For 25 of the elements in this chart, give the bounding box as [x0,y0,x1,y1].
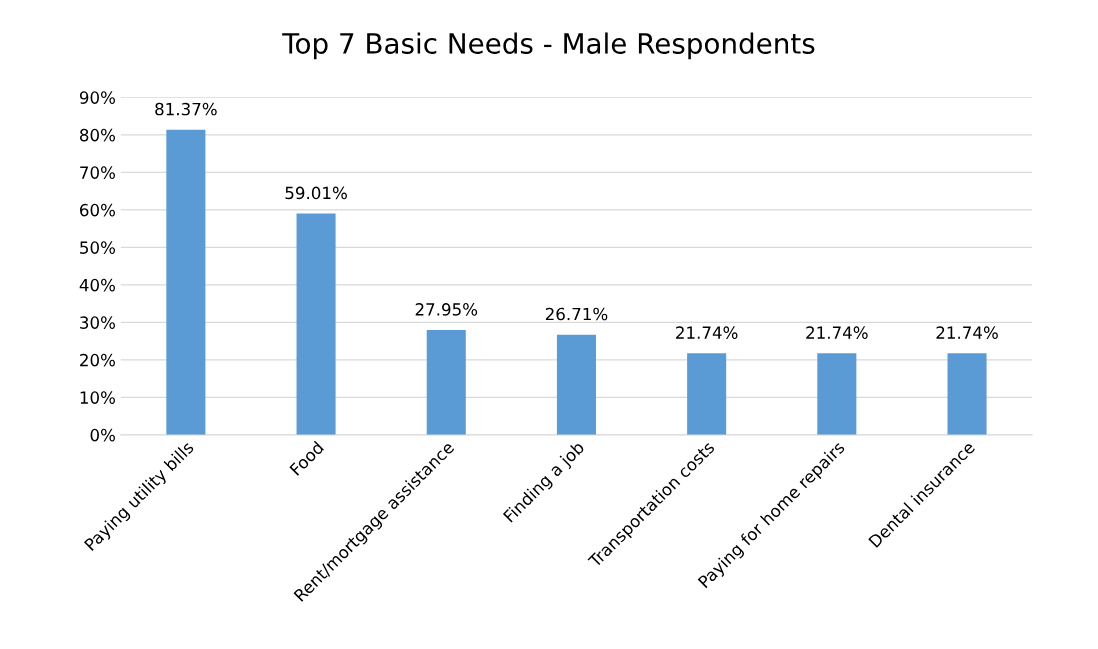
y-tick-label: 30% [80,316,115,329]
y-tick-label: 10% [80,391,115,404]
bar [426,330,466,435]
y-tick-label: 20% [80,353,115,367]
data-label: 27.95% [415,303,478,316]
bar [166,129,206,435]
data-label: 26.71% [545,307,608,321]
data-label: 59.01% [285,186,347,200]
y-tick-label: 40% [79,278,115,292]
data-label: 21.74% [676,326,738,339]
chart-title: Top 7 Basic Needs - Male Respondents [282,32,815,60]
data-label: 81.37% [155,102,217,116]
bar [296,213,336,435]
y-tick-label: 80% [80,128,115,142]
bar [687,353,727,435]
y-tick-label: 0% [90,428,115,442]
y-tick-label: 70% [80,166,115,179]
data-label: 21.74% [806,326,868,339]
y-tick-label: 60% [80,203,115,217]
data-label: 21.74% [936,326,998,339]
y-tick-label: 50% [80,241,115,254]
bar [817,353,857,435]
bar [947,353,987,435]
y-tick-label: 90% [79,91,115,104]
bar [556,334,596,435]
